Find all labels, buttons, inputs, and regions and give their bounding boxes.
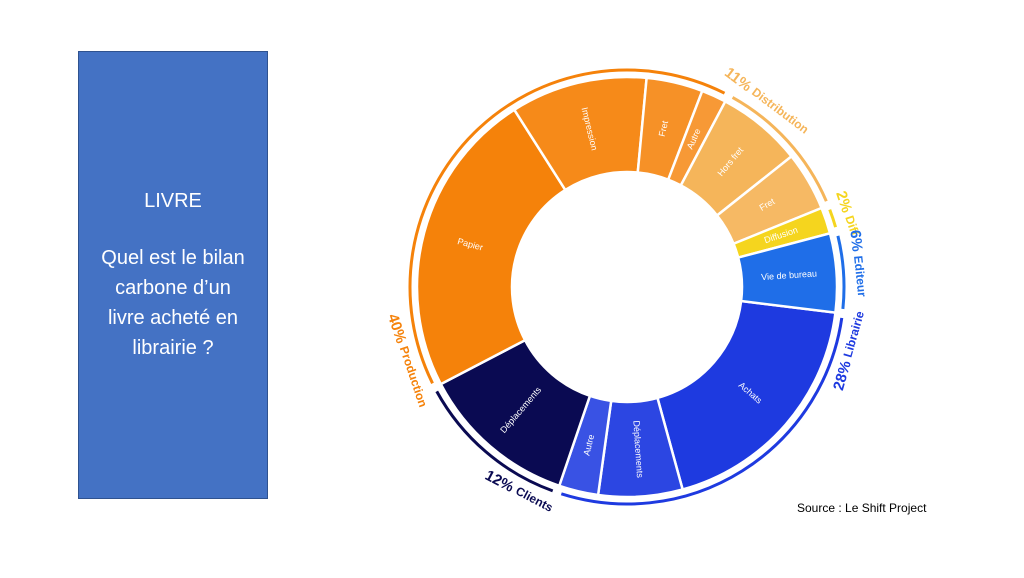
- segment-label-librairie-autre: Autre: [581, 433, 596, 456]
- group-name-editeur: Editeur: [851, 255, 869, 298]
- panel-title: LIVRE: [144, 190, 202, 212]
- group-arc-librairie: [560, 317, 844, 506]
- segment-editeur-vie-de-bureau: [736, 231, 839, 314]
- panel-question: Quel est le bilan carbone d’un livre ach…: [101, 247, 245, 359]
- segment-label-librairie-deplacements: Déplacements: [631, 420, 645, 479]
- segment-label-production-fret: Fret: [657, 119, 670, 137]
- source-note: Source : Le Shift Project: [797, 501, 927, 515]
- group-name-diff: Diff: [842, 214, 862, 238]
- group-percent-production: 40%: [384, 312, 411, 350]
- group-arc-production: [408, 68, 726, 384]
- group-name-production: Production: [397, 344, 430, 408]
- group-arc-diff: [828, 209, 838, 228]
- group-arc-editeur: [836, 235, 846, 310]
- group-percent-editeur: 6%: [846, 229, 866, 256]
- group-arc-clients: [435, 390, 554, 493]
- segment-production-papier: [415, 108, 568, 386]
- title-panel: LIVRE Quel est le bilan carbone d’un liv…: [78, 51, 268, 499]
- group-arc-distribution: [731, 96, 828, 202]
- segment-librairie-achats: [655, 299, 837, 492]
- group-name-librairie: Librairie: [841, 309, 868, 359]
- group-label-editeur: 6% Editeur: [846, 229, 870, 298]
- segment-label-editeur-vie-de-bureau: Vie de bureau: [761, 268, 817, 282]
- group-percent-librairie: 28%: [830, 355, 856, 393]
